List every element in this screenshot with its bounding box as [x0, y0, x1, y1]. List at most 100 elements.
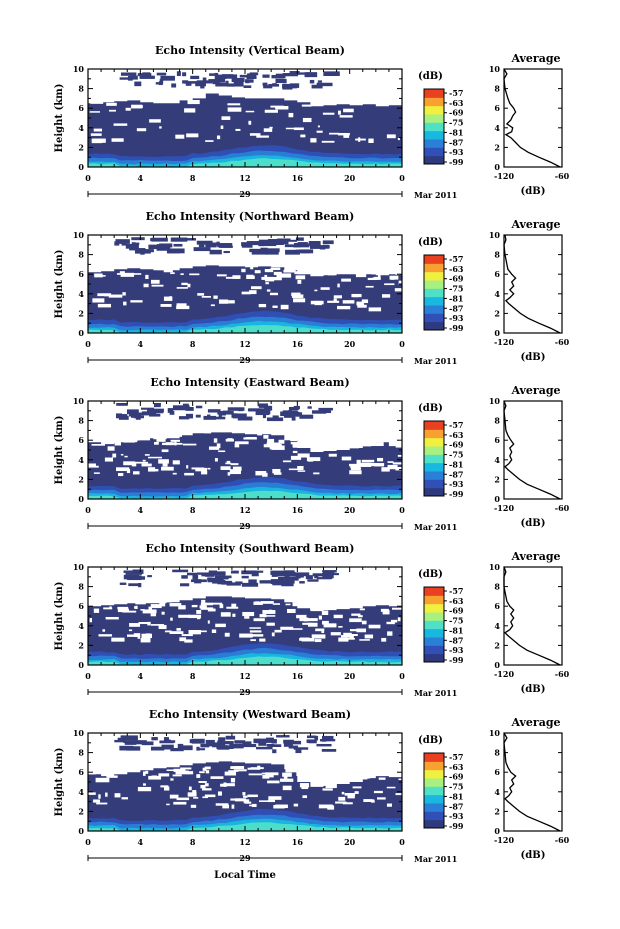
echo-gap [273, 472, 282, 475]
upper-echo-cell [151, 237, 168, 242]
average-frame [503, 566, 563, 666]
upper-echo-cell [262, 413, 267, 419]
echo-gap [376, 771, 387, 775]
echo-gap [182, 443, 197, 446]
upper-echo-cell [185, 406, 194, 411]
echo-gap [170, 778, 174, 781]
upper-echo-cell [178, 416, 190, 420]
echo-gap [329, 132, 340, 135]
echo-gap [286, 608, 296, 614]
echo-gap [341, 456, 352, 461]
upper-echo-cell [274, 240, 289, 245]
echo-gap [360, 443, 372, 447]
echo-gap [179, 637, 187, 642]
colorbar-segment [424, 130, 444, 140]
echo-gap [250, 266, 254, 270]
echo-gap [267, 773, 274, 778]
echo-gap [136, 128, 147, 132]
avg-y-tick-label: 4 [494, 455, 500, 465]
colorbar-segment [424, 114, 444, 123]
upper-echo-cell [246, 74, 257, 80]
echo-gap [264, 274, 268, 278]
upper-echo-cell [266, 248, 280, 253]
upper-echo-cell [166, 739, 171, 743]
echo-gap [141, 463, 152, 467]
upper-echo-cell [161, 744, 174, 750]
echo-gap [213, 295, 218, 299]
echo-gap [223, 783, 235, 787]
x-tick-label: 16 [292, 505, 304, 515]
avg-x-tick-label: -120 [494, 669, 514, 679]
echo-gap [265, 282, 269, 285]
upper-echo-cell [322, 573, 340, 576]
upper-echo-cell [306, 735, 317, 739]
average-frame [503, 234, 563, 334]
echo-gap [218, 450, 226, 453]
echo-gap [387, 631, 393, 636]
echo-gap [192, 790, 197, 793]
upper-echo-cell [200, 83, 205, 89]
colorbar-tick-label: -93 [449, 147, 464, 157]
echo-gap [250, 639, 256, 642]
echo-gap [234, 798, 247, 802]
echo-gap [187, 283, 191, 288]
echo-gap [301, 436, 313, 439]
echo-gap [217, 791, 222, 796]
echo-gap [292, 442, 300, 447]
echo-gap [317, 438, 330, 442]
panel-title: Echo Intensity (Northward Beam) [146, 210, 355, 223]
echo-gap [100, 275, 106, 277]
echo-gap [268, 609, 272, 614]
echo-gap [215, 623, 226, 628]
echo-gap [169, 631, 184, 635]
avg-x-tick-label: -60 [555, 171, 570, 181]
upper-echo-cell [293, 747, 309, 750]
colorbar-segment [424, 429, 444, 439]
upper-echo-cell [201, 574, 209, 577]
echo-gap [390, 619, 398, 623]
echo-gap [368, 624, 381, 629]
echo-gap [264, 279, 275, 282]
upper-echo-cell [171, 83, 177, 88]
echo-gap [265, 615, 276, 617]
upper-echo-cell [291, 416, 296, 421]
colorbar-segment [424, 454, 444, 464]
echo-gap [123, 301, 127, 306]
upper-echo-cell [128, 583, 141, 587]
upper-echo-cell [289, 83, 300, 88]
upper-echo-cell [227, 83, 235, 87]
echo-gap [398, 766, 402, 769]
upper-echo-cell [159, 243, 173, 248]
upper-echo-cell [286, 578, 294, 583]
echo-gap [343, 633, 358, 637]
echo-gap [381, 467, 390, 472]
echo-gap [351, 293, 362, 298]
echo-gap [314, 289, 318, 292]
echo-gap [335, 801, 347, 804]
upper-echo-cell [222, 741, 234, 745]
upper-echo-cell [285, 239, 298, 242]
upper-echo-cell [183, 238, 197, 241]
echo-gap [285, 768, 298, 773]
echo-gap [338, 796, 346, 801]
colorbar-segment [424, 139, 444, 148]
echo-gap [161, 611, 165, 615]
echo-gap [90, 133, 102, 136]
echo-gap [91, 443, 106, 446]
average-xlabel: (dB) [521, 850, 546, 861]
echo-gap [188, 614, 202, 619]
average-title: Average [510, 550, 560, 563]
echo-gap [358, 601, 370, 604]
upper-echo-cell [212, 416, 226, 420]
average-frame [503, 400, 563, 500]
echo-gap [150, 613, 157, 617]
echo-gap [261, 276, 274, 280]
echo-gap [106, 775, 118, 778]
upper-echo-cell [115, 239, 130, 244]
upper-echo-cell [212, 579, 226, 584]
upper-echo-cell [125, 243, 139, 249]
echo-gap [315, 628, 325, 632]
upper-echo-cell [209, 249, 222, 255]
x-tick-label: 8 [190, 339, 196, 349]
colorbar-tick-label: -63 [449, 596, 464, 606]
